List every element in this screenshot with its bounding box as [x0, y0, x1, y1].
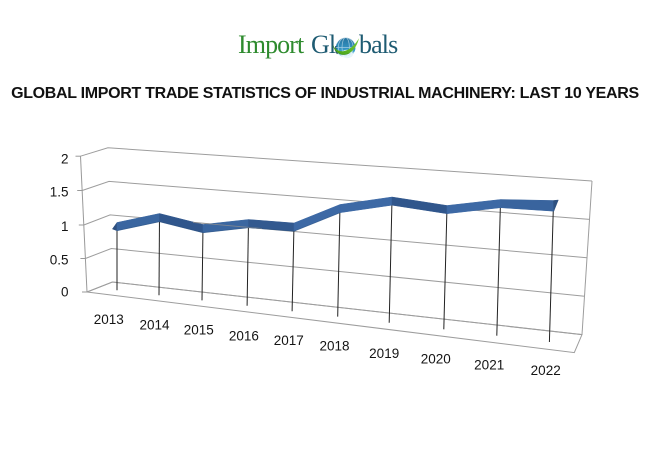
svg-text:0.5: 0.5	[50, 252, 69, 267]
svg-text:2016: 2016	[229, 328, 259, 343]
svg-text:2020: 2020	[421, 352, 451, 367]
svg-text:2022: 2022	[531, 363, 561, 378]
svg-text:2014: 2014	[139, 318, 170, 333]
svg-text:2019: 2019	[369, 346, 399, 361]
svg-text:2018: 2018	[319, 338, 349, 353]
svg-text:2013: 2013	[94, 312, 124, 327]
svg-text:2017: 2017	[274, 333, 304, 348]
svg-text:0: 0	[61, 285, 69, 300]
svg-text:2: 2	[61, 151, 69, 166]
svg-text:1: 1	[61, 219, 69, 234]
svg-text:2021: 2021	[474, 357, 504, 372]
svg-text:1.5: 1.5	[50, 185, 69, 200]
svg-text:2015: 2015	[184, 323, 214, 338]
